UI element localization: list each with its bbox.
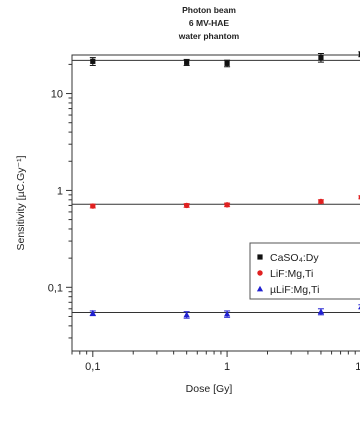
x-tick-label: 0,1 <box>85 361 100 373</box>
data-point <box>183 202 190 209</box>
legend-marker <box>257 270 263 276</box>
chart-title: Photon beam 6 MV-HAE water phantom <box>178 5 240 41</box>
x-axis: 0,1 1 10 <box>71 351 360 373</box>
y-axis: 0,1 1 10 <box>48 63 72 339</box>
y-tick-label: 0,1 <box>48 282 63 294</box>
x-tick-label: 1 <box>224 361 230 373</box>
data-point <box>89 309 96 316</box>
data-point <box>184 59 190 65</box>
data-point <box>317 308 325 315</box>
legend-label: µLiF:Mg,Ti <box>270 284 319 296</box>
data-point <box>318 198 324 205</box>
title-line-1: Photon beam <box>182 5 236 15</box>
data-point <box>318 55 324 61</box>
data-point <box>90 203 96 209</box>
legend-marker <box>257 254 263 260</box>
title-line-2: 6 MV-HAE <box>189 18 229 28</box>
data-point <box>90 58 96 64</box>
legend-label: LiF:Mg,Ti <box>270 268 313 280</box>
data-points <box>89 51 360 319</box>
data-point <box>223 310 231 317</box>
data-point <box>224 202 230 208</box>
x-tick-label: 10 <box>355 361 360 373</box>
legend-marker <box>256 285 264 292</box>
data-point <box>358 51 360 57</box>
plot-frame <box>71 54 360 352</box>
legend-box <box>249 242 360 300</box>
y-tick-label: 10 <box>51 89 63 101</box>
legend: CaSO₄:Dy LiF:Mg,Ti µLiF:Mg,Ti <box>249 242 360 300</box>
y-tick-label: 1 <box>57 185 63 197</box>
title-line-3: water phantom <box>178 31 240 41</box>
legend-label: CaSO₄:Dy <box>270 252 319 264</box>
y-axis-label: Sensitivity [µC.Gy⁻¹] <box>15 155 27 250</box>
data-point <box>183 311 190 318</box>
data-point <box>224 60 230 66</box>
x-axis-label: Dose [Gy] <box>186 383 233 395</box>
